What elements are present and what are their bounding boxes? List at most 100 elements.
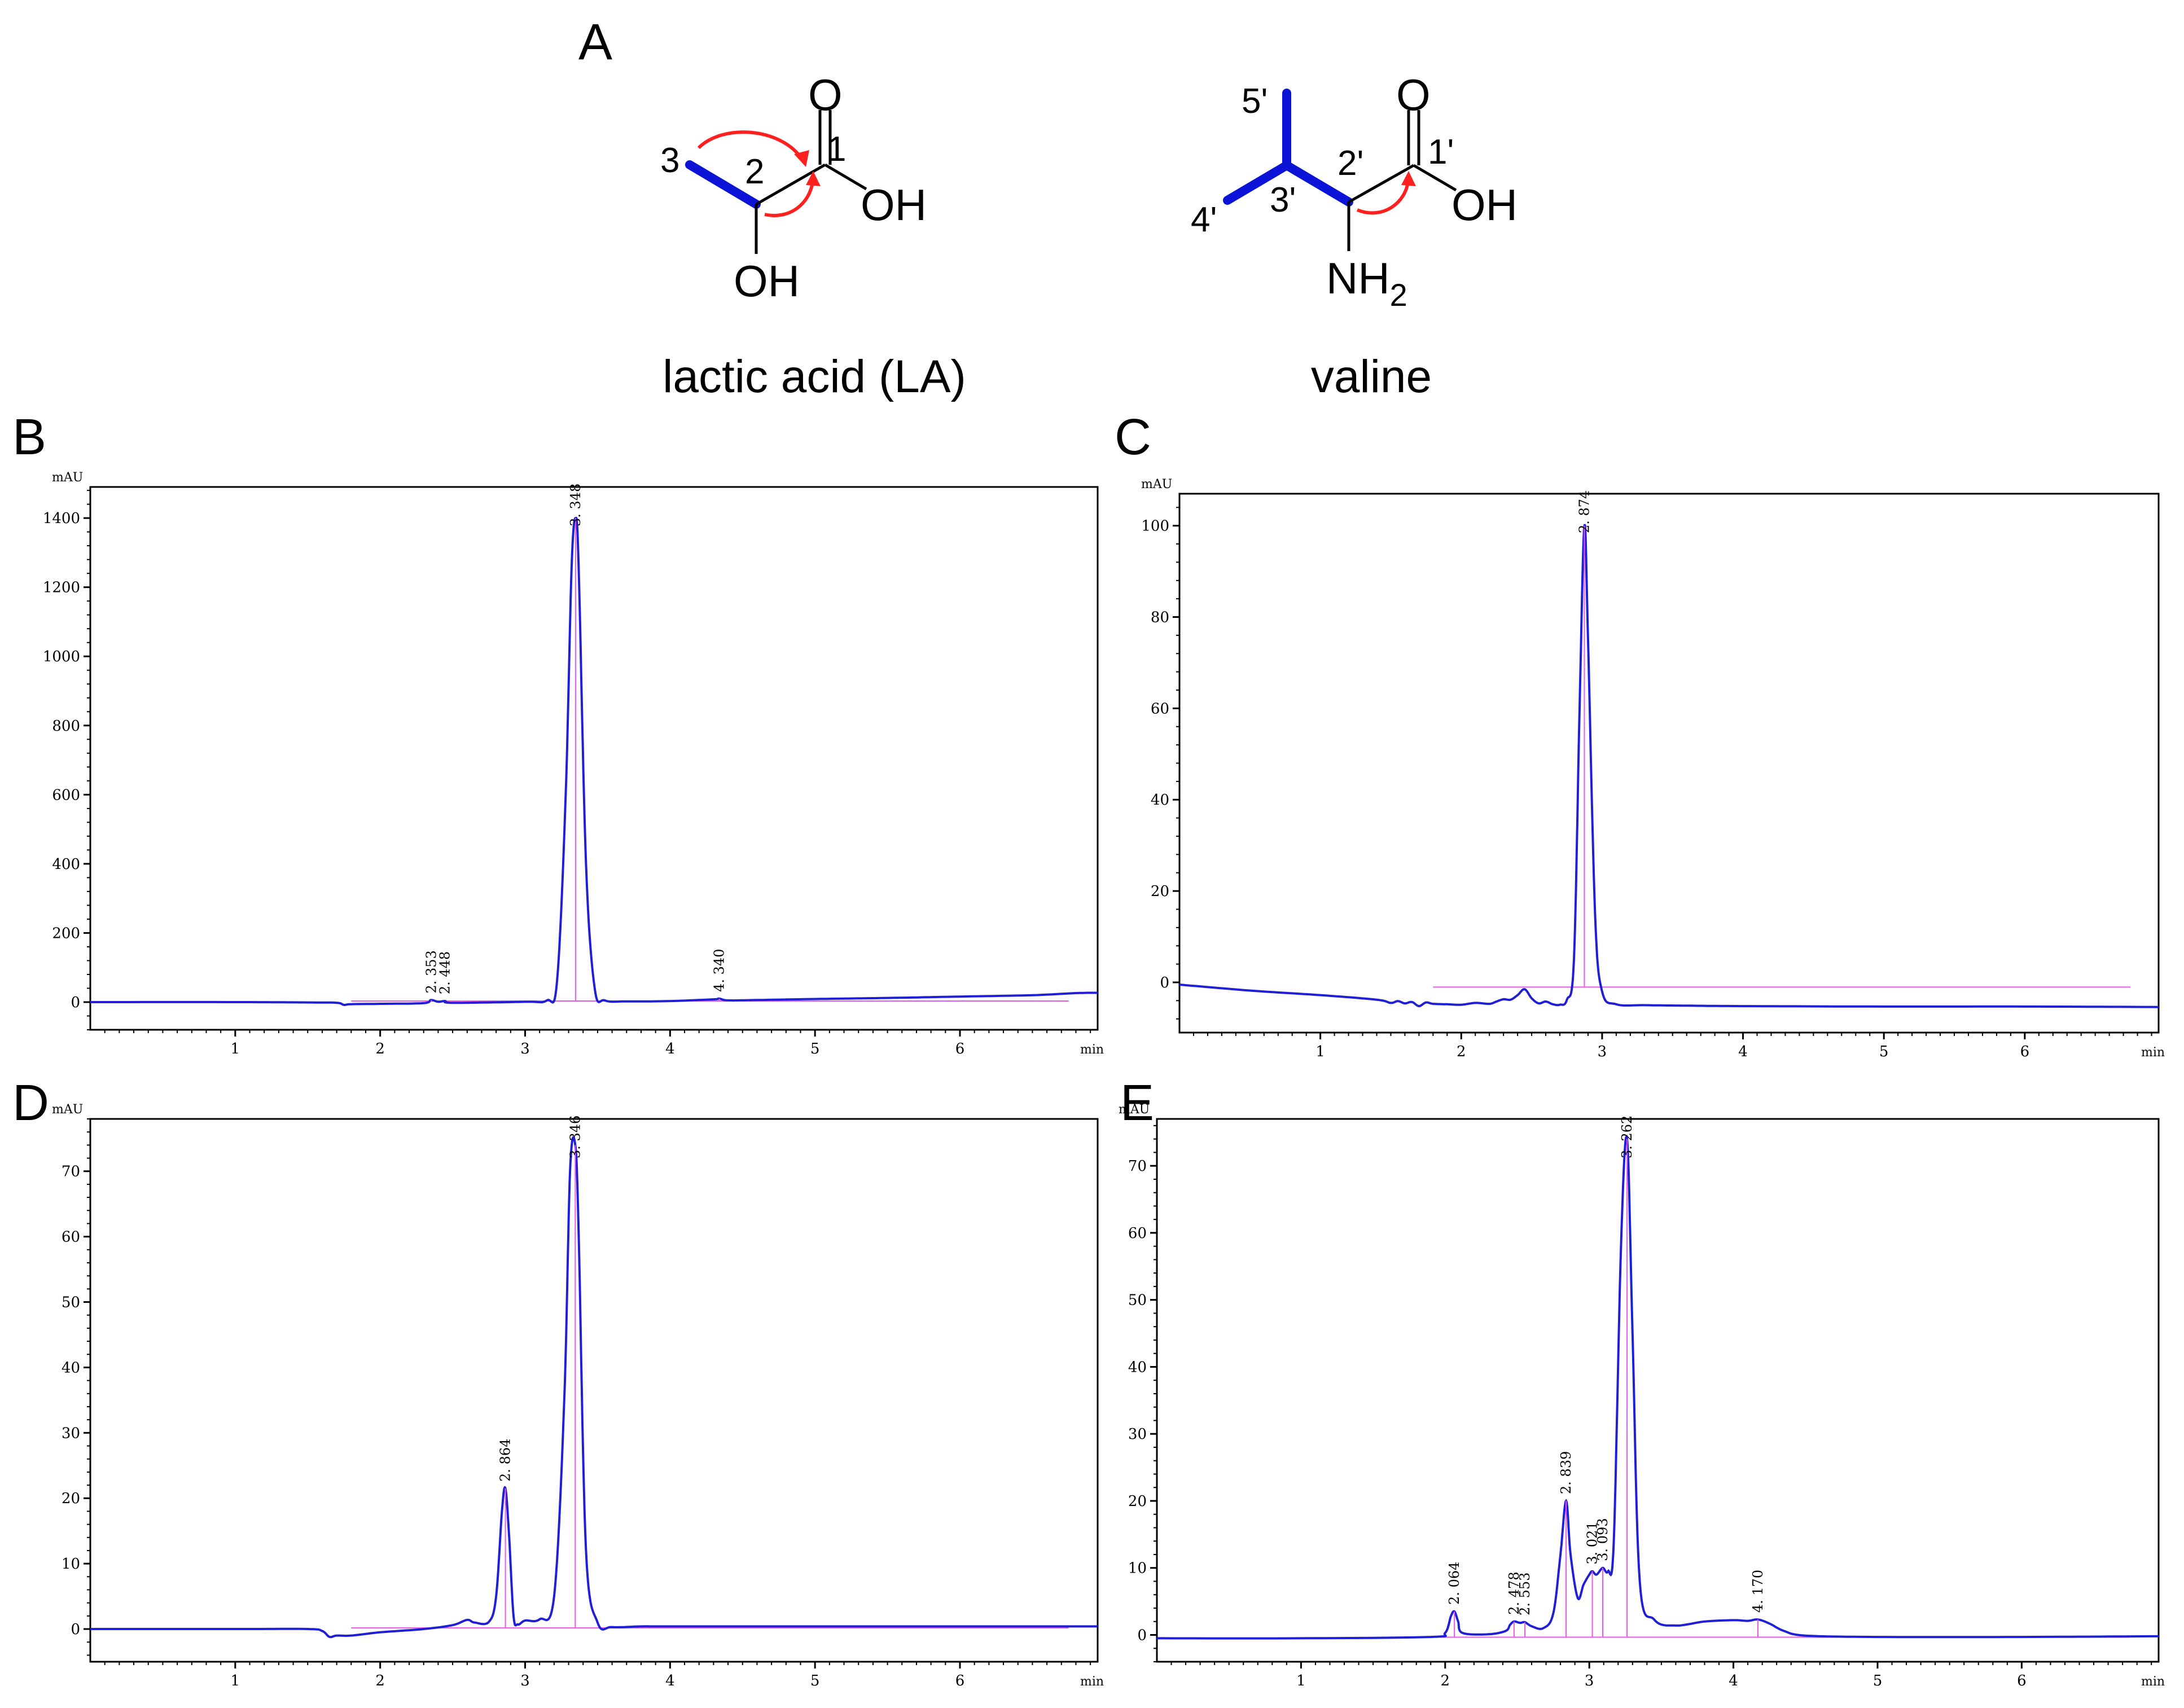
peak-label: 4. 340 bbox=[712, 949, 727, 992]
valine-amine: NH2 bbox=[1326, 253, 1407, 313]
y-tick-label: 400 bbox=[52, 856, 80, 873]
y-tick-label: 50 bbox=[62, 1294, 80, 1311]
valine-bond-c1-c2 bbox=[1348, 164, 1415, 204]
valine-label-c3: 3' bbox=[1270, 181, 1296, 219]
lactic-acid-bond-c1-oh bbox=[824, 163, 867, 191]
lactic-acid-bond-c1-c2 bbox=[755, 163, 826, 206]
y-tick-label: 70 bbox=[62, 1163, 80, 1180]
x-tick-label: 6 bbox=[2017, 1672, 2027, 1689]
x-tick-label: 4 bbox=[1738, 1043, 1748, 1060]
y-tick-label: 20 bbox=[1128, 1493, 1147, 1510]
peak-label: 2. 064 bbox=[1446, 1562, 1462, 1605]
x-tick-label: 4 bbox=[665, 1672, 675, 1689]
y-axis-unit: mAU bbox=[1141, 477, 1172, 491]
y-tick-label: 0 bbox=[71, 994, 80, 1011]
y-tick-label: 30 bbox=[1128, 1426, 1147, 1443]
hmbc-arrow-2-to-1 bbox=[764, 181, 814, 217]
x-tick-label: 2 bbox=[1441, 1672, 1450, 1689]
plot-frame bbox=[1156, 1118, 2160, 1663]
x-axis-unit: min bbox=[1080, 1043, 1104, 1057]
y-tick-label: 1400 bbox=[43, 510, 80, 527]
valine-acid-hydroxyl: OH bbox=[1451, 180, 1518, 230]
x-tick-label: 5 bbox=[1879, 1043, 1889, 1060]
plot-frame bbox=[1178, 493, 2160, 1034]
valine-label-c5: 5' bbox=[1242, 82, 1268, 121]
x-tick-label: 1 bbox=[231, 1040, 240, 1057]
lactic-acid-acid-hydroxyl: OH bbox=[861, 180, 927, 230]
x-tick-label: 6 bbox=[955, 1672, 965, 1689]
y-tick-label: 30 bbox=[62, 1425, 80, 1442]
y-tick-label: 0 bbox=[1137, 1627, 1147, 1644]
panel-label-d: D bbox=[12, 1075, 49, 1131]
lactic-acid-label-c2: 2 bbox=[745, 152, 764, 191]
lactic-acid-label-c3: 3 bbox=[660, 141, 679, 180]
chromatogram-c: 0 20 40 60 80 100 1 2 3 4 5 6 mAU min 2. 874 bbox=[1141, 477, 2165, 1060]
y-tick-label: 0 bbox=[1160, 974, 1169, 991]
x-tick-label: 2 bbox=[375, 1040, 385, 1057]
y-tick-label: 50 bbox=[1128, 1292, 1147, 1309]
x-axis-unit: min bbox=[2141, 1675, 2165, 1689]
y-tick-label: 200 bbox=[52, 925, 80, 942]
y-tick-label: 60 bbox=[62, 1229, 80, 1246]
valine-label-c1: 1' bbox=[1428, 133, 1454, 172]
panel-label-b: B bbox=[12, 409, 46, 466]
x-tick-label: 1 bbox=[1315, 1043, 1325, 1060]
x-tick-label: 3 bbox=[520, 1672, 530, 1689]
y-tick-label: 40 bbox=[1151, 792, 1169, 809]
plot-frame bbox=[89, 1118, 1099, 1663]
y-tick-label: 100 bbox=[1141, 518, 1169, 535]
peak-label: 2. 478 bbox=[1506, 1571, 1522, 1614]
peak-label: 3. 262 bbox=[1619, 1116, 1635, 1158]
x-tick-label: 5 bbox=[1873, 1672, 1883, 1689]
y-axis-unit: mAU bbox=[52, 1103, 83, 1117]
chromatogram-d: 0 10 20 30 40 50 60 70 1 2 3 4 5 6 mAU min 2. 864 3. 346 bbox=[52, 1103, 1104, 1689]
lactic-acid-alpha-hydroxyl: OH bbox=[734, 256, 800, 306]
x-tick-label: 6 bbox=[2020, 1043, 2030, 1060]
y-tick-label: 80 bbox=[1151, 609, 1169, 626]
peak-label: 4. 170 bbox=[1750, 1570, 1766, 1613]
panel-label-c: C bbox=[1115, 409, 1151, 466]
y-tick-label: 70 bbox=[1128, 1158, 1147, 1175]
y-tick-label: 40 bbox=[62, 1359, 80, 1376]
peak-label: 2. 353 bbox=[423, 950, 439, 993]
chromatogram-trace bbox=[1157, 1134, 2159, 1640]
hmbc-arrowhead-2prime-to-1prime bbox=[1401, 171, 1416, 186]
valine-name: valine bbox=[1311, 351, 1432, 402]
lactic-acid-name: lactic acid (LA) bbox=[663, 351, 966, 402]
peak-label: 2. 553 bbox=[1517, 1573, 1533, 1615]
peak-label: 3. 348 bbox=[568, 484, 584, 526]
x-axis-unit: min bbox=[2141, 1046, 2165, 1060]
y-tick-label: 1000 bbox=[43, 648, 80, 665]
hmbc-arrowhead-3-to-1 bbox=[794, 150, 809, 167]
panel-label-a: A bbox=[578, 14, 612, 71]
y-tick-label: 10 bbox=[62, 1556, 80, 1573]
x-tick-label: 1 bbox=[1296, 1672, 1306, 1689]
x-tick-label: 4 bbox=[665, 1040, 675, 1057]
valine-bond-c3-c4 bbox=[1223, 161, 1291, 205]
x-tick-label: 3 bbox=[520, 1040, 530, 1057]
valine-bond-c1-oh bbox=[1413, 164, 1457, 192]
chromatogram-b: 0 200 400 600 800 1000 1200 1400 1 2 3 4 5 6 mAU min 2. … bbox=[43, 471, 1104, 1057]
x-tick-label: 1 bbox=[231, 1672, 240, 1689]
y-axis-unit: mAU bbox=[1119, 1103, 1150, 1117]
peak-label: 2. 864 bbox=[498, 1439, 514, 1482]
x-tick-label: 4 bbox=[1729, 1672, 1738, 1689]
x-axis-unit: min bbox=[1080, 1675, 1104, 1689]
y-tick-label: 20 bbox=[62, 1490, 80, 1507]
hmbc-arrow-3-to-1 bbox=[697, 130, 803, 159]
hmbc-arrowhead-2-to-1 bbox=[806, 171, 821, 186]
y-tick-label: 10 bbox=[1128, 1560, 1147, 1577]
lactic-acid-label-c1: 1 bbox=[827, 130, 846, 169]
y-tick-label: 20 bbox=[1151, 883, 1169, 900]
valine-bond-c2-c3 bbox=[1282, 161, 1353, 207]
x-tick-label: 2 bbox=[375, 1672, 385, 1689]
peak-label: 2. 448 bbox=[437, 951, 453, 994]
y-tick-label: 60 bbox=[1151, 700, 1169, 717]
peak-label: 3. 021 bbox=[1585, 1521, 1600, 1564]
chromatogram-trace bbox=[1179, 524, 2159, 1008]
valine-label-c2: 2' bbox=[1337, 144, 1363, 183]
lactic-acid-structure: 3 2 1 O OH OH lactic acid (LA) bbox=[660, 70, 966, 402]
peak-label: 3. 346 bbox=[567, 1116, 583, 1158]
